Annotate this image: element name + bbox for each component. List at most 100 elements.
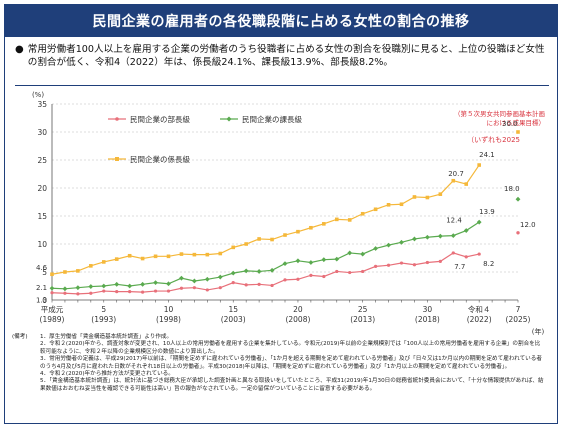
data-point-kacho xyxy=(127,283,133,289)
data-point-kakaricho xyxy=(101,260,106,264)
y-tick-label: 0 xyxy=(42,296,47,305)
note-text: 4．令和２(2020)年から推計方法が変更されている。 xyxy=(40,371,174,378)
data-point-bucho xyxy=(205,288,209,292)
data-point-bucho xyxy=(374,264,378,268)
x-tick-era-label: 令和４ xyxy=(468,304,491,314)
data-point-kakaricho xyxy=(347,218,352,222)
data-point-kakaricho xyxy=(153,254,158,259)
data-point-bucho xyxy=(386,263,391,267)
data-point-kacho xyxy=(191,278,197,284)
data-point-kakaricho xyxy=(140,256,145,261)
data-point-kakaricho xyxy=(192,252,197,257)
data-point-kakaricho xyxy=(231,245,236,250)
data-point-kacho xyxy=(140,281,146,287)
data-labels: 4.6 2.1 1.3 20.7 24.1 12.4 13.9 7.7 8.2 xyxy=(36,151,495,305)
x-tick-era-label: 7 xyxy=(516,305,521,314)
y-unit-label: (%) xyxy=(32,91,44,99)
data-point-kakaricho xyxy=(257,237,261,241)
data-point-bucho xyxy=(477,252,481,256)
data-label: 7.7 xyxy=(454,263,465,271)
target-point-kakaricho xyxy=(516,130,520,134)
data-point-kacho xyxy=(308,260,314,265)
data-point-kacho xyxy=(360,251,366,257)
data-point-kakaricho xyxy=(438,192,443,196)
data-point-kakaricho xyxy=(412,195,417,199)
legend-label-1: 民間企業の課長級 xyxy=(242,114,302,124)
y-tick-label: 5 xyxy=(42,268,47,277)
data-point-bucho xyxy=(141,290,145,294)
data-point-kakaricho xyxy=(477,163,481,167)
data-point-kakaricho xyxy=(386,203,391,207)
data-point-kakaricho xyxy=(464,182,469,186)
data-point-kacho xyxy=(386,242,391,248)
data-point-kacho xyxy=(230,270,236,276)
data-point-bucho xyxy=(76,292,80,296)
data-point-kakaricho xyxy=(373,207,378,212)
data-point-kakaricho xyxy=(89,264,93,268)
data-label: 8.2 xyxy=(483,260,494,268)
legend-label-2: 民間企業の係長級 xyxy=(130,154,190,164)
data-point-kakaricho xyxy=(50,272,54,277)
data-point-bucho xyxy=(102,289,106,293)
data-point-kacho xyxy=(166,281,171,287)
target-note-line2: における成果目標） xyxy=(487,118,546,127)
note-row: 5．「賃金構造基本統計調査」は、統計法に基づき総務大臣が承認した調査計画と異なる… xyxy=(12,378,544,393)
x-tick-era-label: 10 xyxy=(164,305,174,314)
series-line-0 xyxy=(51,252,480,295)
data-point-kacho xyxy=(412,236,417,242)
data-point-kacho xyxy=(114,281,120,287)
data-point-kakaricho xyxy=(425,195,430,200)
data-point-bucho xyxy=(218,286,222,290)
data-point-kacho xyxy=(243,268,249,274)
data-point-bucho xyxy=(451,251,455,255)
data-label: 4.6 xyxy=(36,264,48,272)
x-tick-year-label: (1998) xyxy=(156,315,181,324)
data-point-kakaricho xyxy=(205,252,210,257)
line-chart: 05101520253035(%)平成元(1989)5(1993)10(1998… xyxy=(32,91,545,336)
x-tick-era-label: 5 xyxy=(101,305,106,314)
data-point-kakaricho xyxy=(63,270,67,274)
data-point-bucho xyxy=(270,283,274,288)
bullet-icon: ● xyxy=(15,44,24,55)
data-point-kacho xyxy=(153,280,158,286)
note-row: 3．常用労働者の定義は、平成29(2017)年以前は、「期間を定めずに雇われてい… xyxy=(12,356,544,371)
data-point-kacho xyxy=(463,228,469,233)
data-point-kacho xyxy=(282,261,288,267)
data-point-bucho xyxy=(412,263,417,267)
target-value-label: 18.0 xyxy=(504,185,520,193)
data-point-kacho xyxy=(334,256,340,262)
y-tick-label: 10 xyxy=(37,240,47,249)
legend-label-0: 民間企業の部長級 xyxy=(130,114,190,124)
data-point-bucho xyxy=(335,269,339,274)
target-note-line3: （いずれも2025 xyxy=(467,135,520,144)
data-point-kacho xyxy=(373,246,379,251)
data-point-kakaricho xyxy=(360,211,365,216)
data-label: 20.7 xyxy=(448,170,464,178)
data-point-kakaricho xyxy=(76,269,80,273)
data-point-bucho xyxy=(464,255,468,259)
notes: (備考) 1．厚生労働省「賃金構造基本統計調査」より作成。 2．令和２(2020)年… xyxy=(12,334,544,393)
note-head xyxy=(12,378,40,393)
figure-frame: 民間企業の雇用者の各役職段階に占める女性の割合の推移 ● 常用労働者100人以上… xyxy=(4,4,558,424)
note-text: 1．厚生労働省「賃金構造基本統計調査」より作成。 xyxy=(40,334,173,340)
data-point-kacho xyxy=(62,286,68,292)
y-tick-label: 20 xyxy=(37,184,47,193)
data-point-kakaricho xyxy=(114,257,119,261)
x-tick-era-label: 15 xyxy=(228,305,238,314)
x-tick-year-label: (2018) xyxy=(415,315,440,324)
data-point-kakaricho xyxy=(270,237,274,242)
data-point-kakaricho xyxy=(451,178,456,183)
data-point-kacho xyxy=(347,250,353,256)
note-row: (備考) 1．厚生労働省「賃金構造基本統計調査」より作成。 xyxy=(12,334,544,341)
data-point-kakaricho xyxy=(244,242,248,246)
data-point-kacho xyxy=(217,274,223,280)
data-point-kacho xyxy=(204,276,210,282)
data-point-bucho xyxy=(128,290,132,294)
note-row: 4．令和２(2020)年から推計方法が変更されている。 xyxy=(12,371,544,378)
x-tick-era-label: 平成元 xyxy=(41,304,64,314)
data-point-kacho xyxy=(101,283,107,289)
data-label: 13.9 xyxy=(479,208,495,216)
data-label: 2.1 xyxy=(36,284,47,292)
data-point-bucho xyxy=(244,283,248,287)
